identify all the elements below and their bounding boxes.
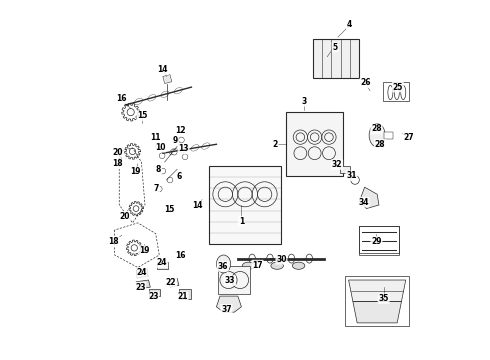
Text: 5: 5 (332, 42, 338, 51)
Text: 13: 13 (178, 144, 189, 153)
Polygon shape (148, 289, 160, 296)
Polygon shape (348, 280, 406, 301)
Ellipse shape (271, 262, 283, 269)
Ellipse shape (267, 254, 273, 263)
Text: 34: 34 (358, 198, 369, 207)
Text: 35: 35 (378, 294, 389, 303)
Ellipse shape (170, 148, 178, 155)
Ellipse shape (306, 254, 313, 263)
Text: 36: 36 (218, 262, 228, 271)
Ellipse shape (249, 254, 255, 263)
Ellipse shape (161, 91, 169, 98)
Text: 25: 25 (392, 83, 403, 92)
Text: 24: 24 (137, 268, 147, 277)
Text: 15: 15 (137, 111, 147, 120)
Bar (340, 166, 350, 173)
Text: 28: 28 (371, 125, 382, 134)
Text: 4: 4 (347, 20, 352, 29)
Ellipse shape (147, 95, 156, 101)
Text: 14: 14 (193, 201, 203, 210)
Bar (383, 82, 409, 102)
Text: 12: 12 (175, 126, 185, 135)
Circle shape (178, 137, 184, 143)
Text: 15: 15 (164, 205, 174, 214)
Circle shape (182, 154, 188, 159)
Text: 32: 32 (332, 160, 343, 169)
Text: 26: 26 (361, 78, 371, 87)
Polygon shape (136, 280, 150, 289)
Text: 6: 6 (176, 172, 181, 181)
Text: 17: 17 (252, 261, 263, 270)
Polygon shape (157, 262, 168, 269)
Polygon shape (353, 301, 401, 323)
Circle shape (156, 186, 162, 192)
Text: 23: 23 (135, 283, 146, 292)
Text: 3: 3 (301, 97, 307, 106)
Text: 27: 27 (403, 133, 414, 142)
Ellipse shape (201, 143, 210, 149)
Text: 1: 1 (239, 217, 244, 226)
Ellipse shape (134, 98, 143, 105)
Bar (313, 39, 359, 78)
Text: 14: 14 (158, 66, 168, 75)
Polygon shape (179, 289, 191, 298)
Circle shape (172, 149, 177, 155)
Bar (345, 276, 409, 327)
Text: 37: 37 (221, 305, 232, 314)
Text: 30: 30 (276, 255, 287, 264)
Polygon shape (217, 296, 242, 312)
Bar (359, 226, 398, 253)
Text: 20: 20 (119, 212, 129, 221)
Text: 21: 21 (177, 292, 188, 301)
Text: 16: 16 (175, 251, 185, 260)
Circle shape (160, 168, 166, 174)
Text: 19: 19 (139, 246, 149, 255)
Text: 31: 31 (346, 171, 357, 180)
Circle shape (159, 153, 165, 158)
Text: 10: 10 (155, 143, 166, 152)
Text: 28: 28 (375, 140, 385, 149)
Bar (359, 226, 398, 255)
Text: 23: 23 (148, 292, 158, 301)
Ellipse shape (217, 255, 231, 273)
Text: 24: 24 (157, 258, 168, 267)
Text: 16: 16 (116, 94, 126, 103)
Ellipse shape (369, 124, 385, 147)
Text: 2: 2 (273, 140, 278, 149)
Polygon shape (359, 187, 379, 208)
Ellipse shape (293, 262, 305, 269)
Bar (218, 266, 250, 294)
Text: 11: 11 (150, 133, 161, 142)
Ellipse shape (288, 254, 294, 263)
Bar (384, 132, 392, 139)
Text: 9: 9 (172, 136, 178, 145)
Polygon shape (136, 269, 148, 278)
Polygon shape (163, 75, 172, 84)
Circle shape (167, 177, 173, 183)
Text: 19: 19 (130, 167, 141, 176)
Ellipse shape (191, 145, 199, 151)
Ellipse shape (174, 87, 182, 94)
Circle shape (351, 176, 359, 184)
Text: 22: 22 (166, 278, 176, 287)
Text: 29: 29 (371, 237, 382, 246)
Text: 8: 8 (156, 165, 161, 174)
Bar (209, 166, 281, 244)
Polygon shape (168, 278, 179, 287)
Circle shape (156, 143, 161, 149)
Bar (286, 112, 343, 176)
Ellipse shape (243, 262, 255, 269)
Text: 18: 18 (112, 159, 123, 168)
Ellipse shape (180, 147, 188, 153)
Text: 7: 7 (154, 184, 159, 193)
Text: 18: 18 (108, 237, 119, 246)
Text: 33: 33 (225, 276, 235, 285)
Text: 20: 20 (112, 148, 122, 157)
